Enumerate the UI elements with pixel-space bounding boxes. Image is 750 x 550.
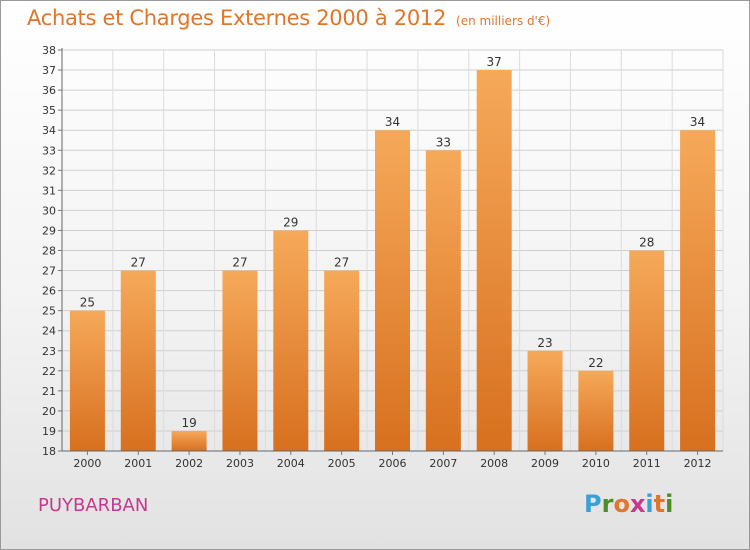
- data-label: 22: [588, 356, 603, 370]
- bar-2007: [425, 150, 461, 451]
- proxiti-logo: Proxiti: [584, 490, 673, 518]
- data-label: 23: [537, 336, 552, 350]
- logo-letter: P: [584, 490, 602, 518]
- bar-2000: [69, 310, 105, 451]
- data-label: 27: [334, 256, 349, 270]
- bar-2008: [476, 70, 512, 452]
- data-label: 33: [436, 135, 451, 149]
- data-label: 29: [283, 215, 298, 229]
- y-tick-label: 26: [42, 285, 56, 298]
- x-tick-labels: 2000 2001 2002 2003 2004 2005 2006 2007 2008 2009…: [73, 451, 712, 470]
- y-tick-label: 35: [42, 104, 56, 117]
- bar-2005: [324, 270, 360, 451]
- y-tick-label: 21: [42, 385, 56, 398]
- data-label: 37: [487, 55, 502, 69]
- y-tick-label: 25: [42, 305, 56, 318]
- y-tick-label: 27: [42, 265, 56, 278]
- y-tick-label: 19: [42, 425, 56, 438]
- y-tick-label: 33: [42, 144, 56, 157]
- x-tick-label: 2009: [531, 457, 559, 470]
- y-tick-label: 38: [42, 44, 56, 57]
- y-tick-label: 24: [42, 325, 56, 338]
- x-tick-label: 2006: [379, 457, 407, 470]
- logo-letter: x: [629, 490, 646, 518]
- bar-2001: [120, 270, 156, 451]
- x-tick-label: 2007: [429, 457, 457, 470]
- y-tick-label: 22: [42, 365, 56, 378]
- data-labels: 25 27 19 27 29 27 34 33 37 23 22 28 34: [80, 55, 705, 430]
- chart-title-main: Achats et Charges Externes 2000 à 2012: [27, 6, 447, 30]
- bars: [69, 70, 716, 452]
- x-tick-label: 2010: [582, 457, 610, 470]
- bar-2012: [680, 130, 716, 451]
- y-tick-label: 31: [42, 184, 56, 197]
- x-tick-label: 2003: [226, 457, 254, 470]
- logo-letter: t: [653, 490, 666, 518]
- x-tick-label: 2011: [633, 457, 661, 470]
- y-tick-label: 29: [42, 224, 56, 237]
- x-tick-label: 2000: [73, 457, 101, 470]
- data-label: 34: [385, 115, 400, 129]
- x-tick-label: 2002: [175, 457, 203, 470]
- chart-title-unit: (en milliers d'€): [456, 14, 551, 28]
- data-label: 27: [131, 256, 146, 270]
- y-tick-label: 28: [42, 245, 56, 258]
- bar-2002: [171, 430, 207, 451]
- x-tick-label: 2008: [480, 457, 508, 470]
- y-ticks: 18 19 20 21 22 23 24 25 26 27 28 29 30 31 32 33 34 35 36 37…: [42, 44, 62, 458]
- x-tick-label: 2012: [684, 457, 712, 470]
- data-label: 25: [80, 296, 95, 310]
- data-label: 27: [232, 256, 247, 270]
- logo-letter: i: [665, 490, 674, 518]
- y-tick-label: 32: [42, 164, 56, 177]
- logo-letter: r: [601, 490, 614, 518]
- chart-title: Achats et Charges Externes 2000 à 2012 (e…: [27, 6, 550, 30]
- bar-2011: [629, 250, 665, 451]
- y-tick-label: 36: [42, 84, 56, 97]
- x-tick-label: 2001: [124, 457, 152, 470]
- bar-2003: [222, 270, 258, 451]
- data-label: 34: [690, 115, 705, 129]
- data-label: 19: [181, 416, 196, 430]
- y-tick-label: 20: [42, 405, 56, 418]
- y-tick-label: 37: [42, 64, 56, 77]
- logo-letter: o: [613, 490, 630, 518]
- y-tick-label: 23: [42, 345, 56, 358]
- data-label: 28: [639, 236, 654, 250]
- x-tick-label: 2004: [277, 457, 305, 470]
- place-name: PUYBARBAN: [38, 495, 149, 516]
- bar-2006: [375, 130, 410, 451]
- y-tick-label: 30: [42, 204, 56, 217]
- logo-letter: i: [645, 490, 654, 518]
- bar-2010: [578, 370, 614, 451]
- y-tick-label: 18: [42, 445, 56, 458]
- bar-2004: [273, 230, 309, 451]
- x-tick-label: 2005: [328, 457, 356, 470]
- bar-2009: [527, 350, 563, 451]
- y-tick-label: 34: [42, 124, 56, 137]
